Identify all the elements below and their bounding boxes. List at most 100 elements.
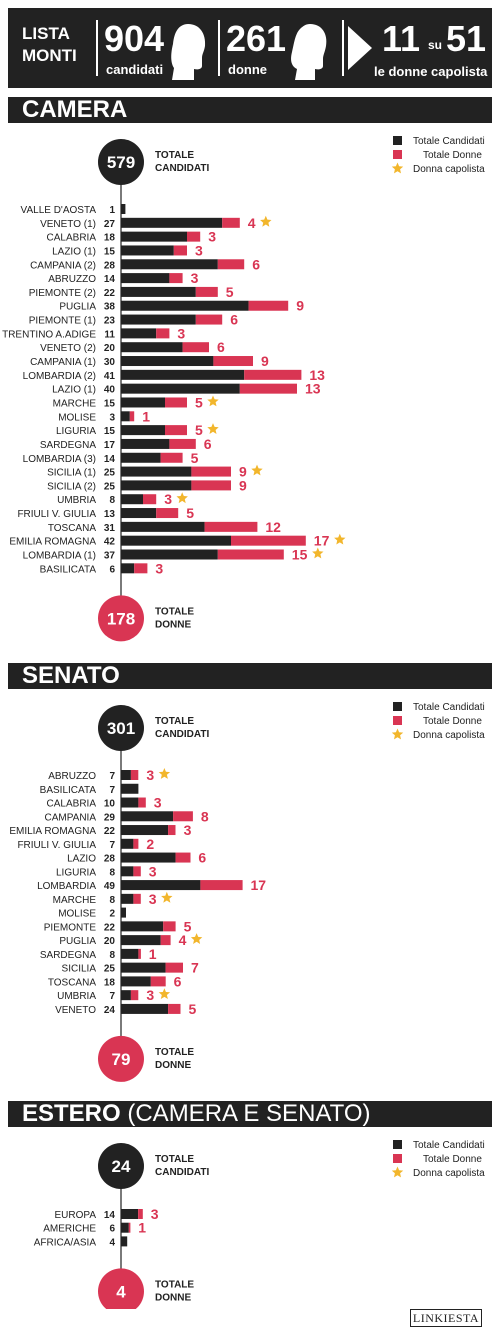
bar-candidates xyxy=(121,880,201,891)
bar-women xyxy=(182,342,209,353)
row-women-value: 5 xyxy=(195,422,203,438)
bar-women xyxy=(138,797,146,808)
row-candidates-value: 10 xyxy=(104,799,116,810)
bar-candidates xyxy=(121,1209,138,1219)
header-capolista-total: 51 xyxy=(446,18,487,59)
row-women-value: 4 xyxy=(179,932,187,948)
bar-women xyxy=(129,411,135,422)
total-candidates-label: TOTALE xyxy=(155,150,194,161)
bar-candidates xyxy=(121,549,218,560)
bar-candidates xyxy=(121,217,223,228)
row-region-label: FRIULI V. GIULIA xyxy=(17,840,96,851)
row-region-label: VENETO (2) xyxy=(40,343,96,354)
bar-women xyxy=(138,1209,143,1219)
row-women-value: 9 xyxy=(296,298,304,314)
bar-women xyxy=(156,328,170,339)
row-candidates-value: 7 xyxy=(109,840,115,851)
row-women-value: 6 xyxy=(217,339,225,355)
total-candidates-label: TOTALE xyxy=(155,716,194,727)
legend-label-women: Totale Donne xyxy=(423,150,482,161)
row-region-label: PIEMONTE xyxy=(44,922,97,933)
row-region-label: BASILICATA xyxy=(40,785,97,796)
bar-women xyxy=(175,852,191,863)
row-candidates-value: 23 xyxy=(104,316,116,327)
header-donne-number: 261 xyxy=(226,18,287,59)
total-women-circle xyxy=(98,1268,144,1309)
bar-candidates xyxy=(121,369,245,380)
row-women-value: 1 xyxy=(138,1220,146,1236)
row-candidates-value: 14 xyxy=(104,274,116,285)
header-divider xyxy=(342,20,344,76)
bar-candidates xyxy=(121,976,151,987)
row-candidates-value: 15 xyxy=(104,398,116,409)
total-women-label: TOTALE xyxy=(155,1047,194,1058)
row-region-label: TOSCANA xyxy=(48,523,96,534)
row-region-label: LOMBARDIA (1) xyxy=(23,551,96,562)
row-candidates-value: 7 xyxy=(109,771,115,782)
bar-women xyxy=(231,535,306,546)
bar-women xyxy=(165,425,187,436)
legend-swatch-candidates xyxy=(393,702,402,711)
row-candidates-value: 18 xyxy=(104,233,116,244)
legend-label-candidates: Totale Candidati xyxy=(413,1140,485,1151)
row-region-label: EMILIA ROMAGNA xyxy=(9,826,96,837)
row-women-value: 5 xyxy=(186,505,194,521)
bar-candidates xyxy=(121,770,131,780)
row-region-label: LOMBARDIA (3) xyxy=(23,454,96,465)
bar-candidates xyxy=(121,948,139,959)
row-candidates-value: 17 xyxy=(104,440,116,451)
row-region-label: CAMPANIA (1) xyxy=(30,357,96,368)
row-region-label: LOMBARDIA (2) xyxy=(23,371,96,382)
legend-swatch-women xyxy=(393,716,402,725)
row-region-label: SARDEGNA xyxy=(40,950,96,961)
row-region-label: VENETO xyxy=(55,1005,96,1016)
row-women-value: 8 xyxy=(201,808,209,824)
capolista-star-icon xyxy=(158,988,171,999)
bar-women xyxy=(217,549,284,560)
bar-women xyxy=(160,935,171,946)
bar-candidates xyxy=(121,480,192,491)
bar-women xyxy=(134,563,148,574)
legend-star-icon xyxy=(391,162,404,174)
total-women-label: TOTALE xyxy=(155,606,194,617)
header-candidati-label: candidati xyxy=(106,62,164,77)
bar-women xyxy=(244,369,302,380)
row-candidates-value: 6 xyxy=(109,564,115,575)
row-region-label: ABRUZZO xyxy=(48,274,96,285)
row-women-value: 6 xyxy=(252,256,260,272)
row-candidates-value: 14 xyxy=(104,454,116,465)
row-candidates-value: 30 xyxy=(104,357,116,368)
chart-estero: 24 TOTALE CANDIDATI 4 TOTALE DONNE Totale Cand… xyxy=(0,1134,500,1309)
total-candidates-value: 579 xyxy=(107,153,135,172)
total-women-value: 79 xyxy=(112,1050,131,1069)
header-su: su xyxy=(428,38,443,52)
row-region-label: VENETO (1) xyxy=(40,219,96,230)
legend-label-candidates: Totale Candidati xyxy=(413,702,485,713)
row-women-value: 3 xyxy=(146,987,154,1003)
bar-candidates xyxy=(121,1222,129,1233)
bar-candidates xyxy=(121,811,174,822)
chart-camera: 579 TOTALE CANDIDATI 178 TOTALE DONNE Totale C… xyxy=(0,130,500,650)
row-candidates-value: 11 xyxy=(104,329,115,340)
bar-candidates xyxy=(121,383,240,394)
chart-senato: 301 TOTALE CANDIDATI 79 TOTALE DONNE Totale Ca… xyxy=(0,696,500,1096)
bar-candidates xyxy=(121,783,139,794)
bar-women xyxy=(165,397,187,408)
bar-women xyxy=(187,231,201,242)
total-candidates-label: TOTALE xyxy=(155,1154,194,1165)
row-candidates-value: 29 xyxy=(104,812,116,823)
legend-label-capolista: Donna capolista xyxy=(413,164,485,175)
bar-women xyxy=(133,838,139,849)
row-women-value: 13 xyxy=(309,367,325,383)
row-women-value: 3 xyxy=(177,325,185,341)
section-title-estero-suffix: (CAMERA E SENATO) xyxy=(127,1100,371,1127)
chart-senato-svg: 301 TOTALE CANDIDATI 79 TOTALE DONNE Totale Ca… xyxy=(9,702,485,1082)
chart-estero-svg: 24 TOTALE CANDIDATI 4 TOTALE DONNE Totale Cand… xyxy=(34,1140,485,1309)
row-region-label: CAMPANIA (2) xyxy=(30,260,96,271)
row-women-value: 6 xyxy=(198,850,206,866)
row-women-value: 9 xyxy=(239,477,247,493)
total-women-label: TOTALE xyxy=(155,1279,194,1290)
legend-swatch-women xyxy=(393,1154,402,1163)
bar-women xyxy=(168,825,176,836)
row-region-label: CALABRIA xyxy=(47,799,97,810)
